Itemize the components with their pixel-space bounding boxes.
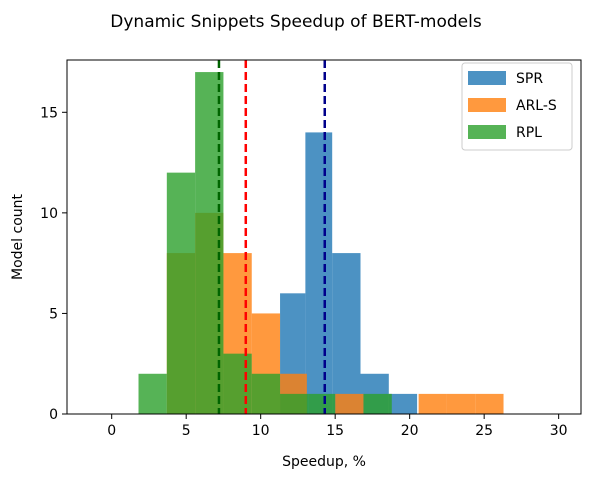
- plot-frame: [66, 59, 582, 415]
- bar-rpl-3: [223, 353, 252, 414]
- bar-arl-s-10: [446, 393, 476, 414]
- x-tick-label: 5: [182, 423, 191, 439]
- y-axis-ticks: 0 5 10 15: [40, 105, 67, 423]
- bar-rpl-6: [308, 393, 336, 414]
- y-tick-label: 10: [40, 206, 58, 222]
- y-tick-label: 0: [49, 407, 58, 423]
- x-tick-label: 0: [107, 423, 116, 439]
- bar-rpl-0: [138, 373, 167, 414]
- y-axis-label: Model count: [10, 193, 26, 279]
- x-tick-label: 10: [252, 423, 270, 439]
- bar-rpl-1: [166, 172, 196, 414]
- y-tick-label: 15: [40, 105, 58, 121]
- legend: SPR ARL-S RPL: [461, 62, 573, 151]
- legend-swatch-rpl: [468, 125, 506, 139]
- x-tick-label: 30: [550, 423, 568, 439]
- x-tick-label: 15: [326, 423, 344, 439]
- bar-rpl-8: [363, 393, 392, 414]
- bar-spr-2: [305, 132, 333, 414]
- legend-swatch-spr: [468, 71, 506, 85]
- legend-label-rpl: RPL: [516, 125, 542, 141]
- bar-spr-3: [332, 253, 361, 414]
- bar-arl-s-6: [335, 393, 364, 414]
- bars-layer: [138, 72, 504, 415]
- bar-rpl-4: [251, 373, 281, 414]
- legend-label-arl-s: ARL-S: [516, 98, 557, 114]
- x-tick-label: 20: [401, 423, 419, 439]
- chart-title: Dynamic Snippets Speedup of BERT-models: [110, 12, 482, 32]
- legend-label-spr: SPR: [516, 71, 543, 87]
- y-tick-label: 5: [49, 306, 58, 322]
- mean-lines-layer: [217, 60, 326, 414]
- x-axis-label: Speedup, %: [282, 454, 366, 470]
- legend-swatch-arl-s: [468, 98, 506, 112]
- bar-arl-s-9: [418, 393, 447, 414]
- x-axis-ticks: 0 5 10 15 20 25 30: [107, 414, 568, 439]
- bar-arl-s-11: [475, 393, 504, 414]
- x-tick-label: 25: [475, 423, 493, 439]
- bar-rpl-5: [280, 393, 309, 414]
- bar-spr-5: [388, 393, 418, 414]
